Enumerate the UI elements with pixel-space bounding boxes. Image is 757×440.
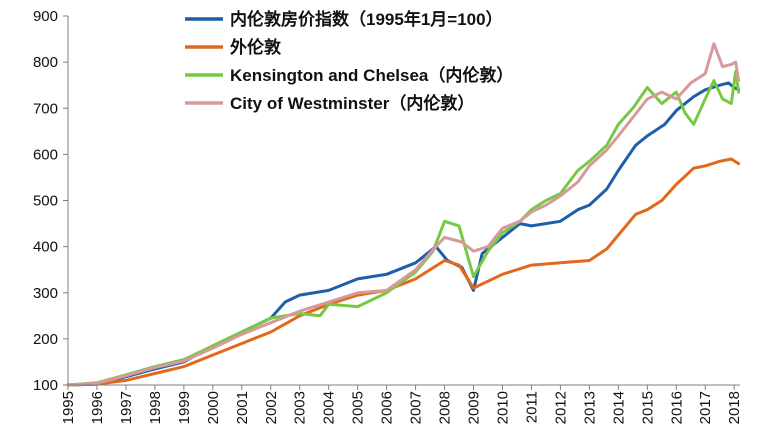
y-tick-label: 500 [33,193,58,210]
x-tick-label: 2004 [321,391,338,424]
legend-label-2: 外伦敦 [230,37,282,57]
x-tick-label: 2018 [726,391,743,424]
plot-area [66,42,741,387]
y-tick-label: 700 [33,100,58,117]
x-tick-label: 2005 [350,391,367,424]
x-tick-label: 2012 [552,391,569,424]
legend: 内伦敦房价指数（1995年1月=100） 外伦敦 Kensington and Ch… [185,9,513,113]
series-line-3 [66,69,741,387]
legend-label-1: 内伦敦房价指数（1995年1月=100） [230,9,503,29]
x-tick-label: 2017 [697,391,714,424]
y-tick-label: 100 [33,377,58,394]
legend-label-4: City of Westminster（内伦敦） [230,93,474,113]
x-tick-label: 1999 [176,391,193,424]
legend-label-3: Kensington and Chelsea（内伦敦） [230,65,513,85]
x-tick-label: 1997 [118,391,135,424]
y-tick-label: 400 [33,239,58,256]
series-line-1 [66,81,741,387]
x-tick-label: 1998 [147,391,164,424]
y-tick-label: 800 [33,54,58,71]
x-tick-label: 1995 [60,391,77,424]
x-tick-label: 2003 [292,391,309,424]
x-tick-label: 2016 [668,391,685,424]
x-tick-label: 2014 [610,391,627,424]
x-tick-label: 1996 [89,391,106,424]
series-line-4 [66,42,741,387]
x-tick-label: 2009 [466,391,483,424]
x-tick-label: 2011 [523,391,540,423]
x-tick-label: 2013 [581,391,598,424]
y-tick-label: 600 [33,146,58,163]
x-tick-label: 2001 [234,391,251,424]
x-tick-label: 2015 [639,391,656,424]
x-tick-label: 2000 [205,391,222,424]
axes: 100 200 300 400 500 600 700 800 900 1995 1996 1997 1… [33,8,743,424]
x-tick-label: 2006 [379,391,396,424]
y-tick-label: 300 [33,285,58,302]
y-tick-label: 200 [33,331,58,348]
series-line-2 [66,157,741,387]
x-tick-label: 2007 [408,391,425,424]
x-tick-label: 2002 [263,391,280,424]
y-tick-label: 900 [33,8,58,25]
x-tick-label: 2010 [494,391,511,424]
x-tick-label: 2008 [437,391,454,424]
